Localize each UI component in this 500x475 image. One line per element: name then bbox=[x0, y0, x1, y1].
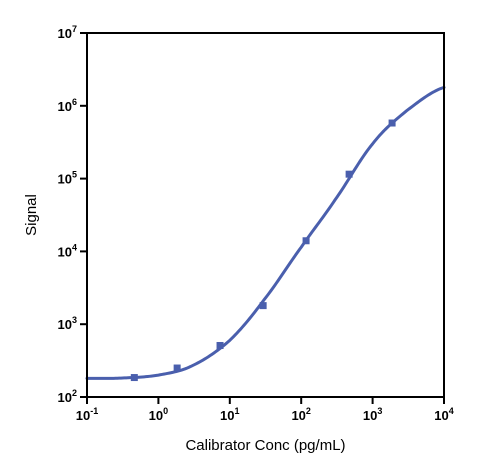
y-tick-label: 103 bbox=[58, 315, 77, 332]
x-axis-title: Calibrator Conc (pg/mL) bbox=[185, 437, 345, 454]
y-tick-label: 107 bbox=[58, 24, 77, 41]
y-tick-label: 102 bbox=[58, 388, 77, 405]
data-point bbox=[130, 374, 138, 382]
x-tick-label: 100 bbox=[149, 406, 168, 423]
data-points bbox=[130, 119, 396, 382]
data-point bbox=[345, 170, 353, 178]
y-axis-title: Signal bbox=[23, 194, 40, 236]
data-point bbox=[388, 119, 396, 127]
x-axis-ticks: 10-1 100 101 102 103 104 bbox=[76, 397, 454, 423]
data-point bbox=[259, 302, 267, 310]
y-axis-ticks: 102 103 104 105 106 107 bbox=[58, 24, 87, 405]
x-tick-label: 102 bbox=[291, 406, 310, 423]
x-tick-label: 104 bbox=[434, 406, 453, 423]
data-point bbox=[216, 341, 224, 349]
fit-curve bbox=[85, 85, 446, 380]
plot-frame bbox=[86, 32, 445, 398]
x-tick-label: 103 bbox=[363, 406, 382, 423]
y-tick-label: 106 bbox=[58, 97, 77, 114]
y-tick-label: 105 bbox=[58, 170, 77, 187]
y-tick-label: 104 bbox=[58, 242, 77, 259]
x-tick-label: 101 bbox=[220, 406, 239, 423]
data-point bbox=[302, 237, 310, 245]
data-point bbox=[173, 364, 181, 372]
x-tick-label: 10-1 bbox=[76, 406, 98, 423]
